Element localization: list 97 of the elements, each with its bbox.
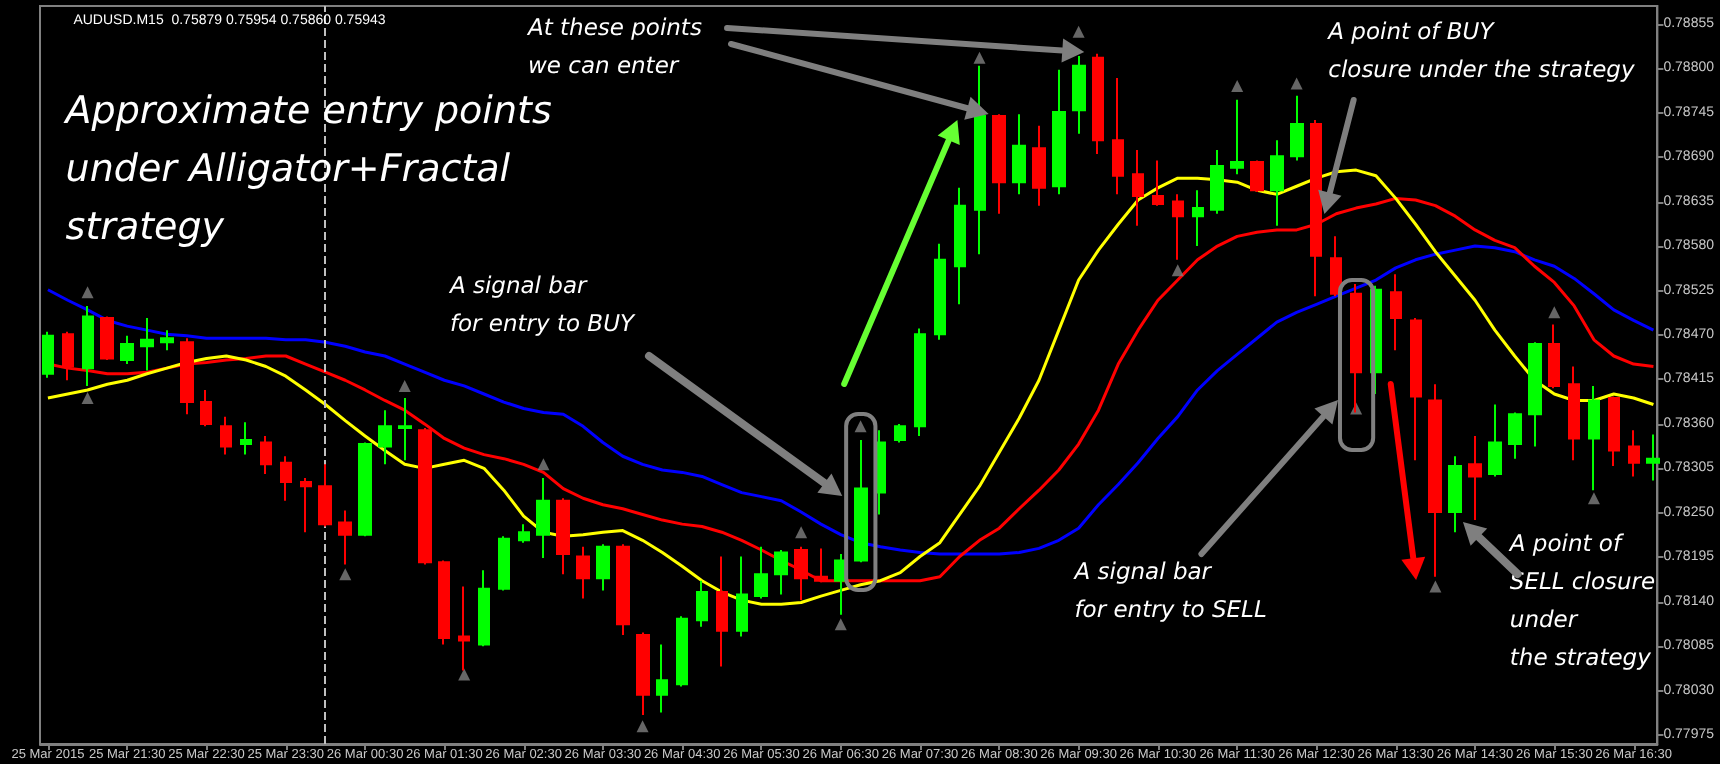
- candlestick: [1052, 68, 1066, 196]
- candlestick: [754, 545, 768, 600]
- candlestick: [1608, 395, 1620, 467]
- point: [1072, 25, 1085, 38]
- annotation: A signal bar for entry to SELL: [1072, 557, 1267, 623]
- candlestick: [100, 315, 114, 362]
- candlestick: [576, 545, 590, 600]
- candlestick: [220, 415, 232, 456]
- candlestick: [1330, 235, 1342, 298]
- candlestick: [1270, 139, 1284, 227]
- candlestick: [42, 330, 54, 379]
- candlestick: [240, 421, 252, 456]
- candlestick: [1172, 193, 1184, 261]
- candlestick: [1390, 273, 1402, 352]
- candlestick: [300, 477, 312, 534]
- candlestick: [1210, 148, 1224, 215]
- point: [458, 668, 471, 681]
- point: [973, 51, 986, 64]
- candlestick: [1072, 55, 1086, 135]
- point: [795, 526, 808, 539]
- annotation: At these points we can enter: [525, 13, 702, 79]
- candlestick: [536, 477, 550, 560]
- candlestick: [478, 569, 490, 648]
- candlestick: [1628, 429, 1640, 478]
- candlestick: [1488, 403, 1502, 478]
- candlestick: [1428, 383, 1442, 578]
- candlestick: [200, 388, 212, 428]
- candlestick: [954, 186, 966, 306]
- candlestick: [1152, 159, 1164, 207]
- point: [636, 720, 649, 733]
- candlestick: [418, 426, 432, 566]
- annotation: A point of BUY closure under the strategy: [1326, 17, 1635, 83]
- candlestick: [398, 397, 412, 462]
- candlestick: [1548, 323, 1560, 390]
- candlestick: [1410, 317, 1422, 462]
- point: [1429, 580, 1442, 593]
- point: [1587, 492, 1600, 505]
- candlestick: [358, 441, 372, 538]
- candlestick: [716, 555, 728, 668]
- point: [1231, 80, 1244, 93]
- candlestick: [140, 317, 154, 372]
- candlestick: [1250, 159, 1264, 193]
- candlestick: [616, 543, 630, 636]
- candlestick: [736, 555, 748, 638]
- candlestick: [1568, 365, 1580, 462]
- point: [1290, 77, 1303, 90]
- candlestick: [1112, 76, 1124, 196]
- point: [398, 379, 411, 392]
- candlestick: [260, 435, 272, 476]
- candlestick: [1032, 124, 1046, 207]
- candlestick: [1290, 94, 1304, 162]
- candlestick: [676, 615, 688, 688]
- candlestick: [1508, 411, 1522, 460]
- point: [834, 618, 847, 631]
- point: [1171, 264, 1184, 277]
- point: [81, 286, 94, 299]
- candlestick: [556, 497, 570, 576]
- candlestick: [82, 304, 94, 387]
- candlestick: [1468, 435, 1482, 522]
- candlestick: [1012, 113, 1026, 196]
- candlestick: [1448, 455, 1462, 534]
- candlestick: [378, 409, 392, 466]
- candlestick: [180, 337, 194, 416]
- candlestick: [438, 559, 450, 646]
- line-series: [46, 244, 1655, 556]
- text: Approximate entry points under Alligator+Fractal strategy: [61, 89, 564, 249]
- candlestick: [1230, 98, 1244, 176]
- annotation: A signal bar for entry to BUY: [447, 271, 636, 337]
- candlestick: [160, 329, 174, 352]
- candlestick: [894, 422, 906, 444]
- candlestick: [992, 113, 1006, 215]
- point: [537, 458, 550, 471]
- candlestick: [1132, 148, 1144, 227]
- candlestick: [1092, 52, 1104, 155]
- candlestick: [636, 631, 650, 716]
- candlestick: [656, 643, 668, 714]
- candlestick: [914, 327, 926, 438]
- candlestick: [1528, 341, 1542, 448]
- candlestick: [774, 549, 788, 596]
- candlestick: [318, 463, 332, 528]
- candlestick: [518, 523, 530, 544]
- point: [339, 568, 352, 581]
- candlestick: [280, 455, 292, 502]
- candlestick: [498, 535, 510, 592]
- candlestick: [974, 64, 986, 256]
- point: [81, 392, 94, 405]
- candlestick: [854, 439, 868, 564]
- candlestick: [596, 543, 610, 592]
- point: [854, 420, 867, 433]
- candlestick: [934, 242, 946, 341]
- candlestick: [696, 579, 708, 628]
- point: [1548, 306, 1561, 319]
- candlestick: [1192, 189, 1204, 248]
- candlestick: [62, 330, 74, 382]
- candlestick: [1588, 384, 1600, 492]
- candlestick: [120, 334, 134, 366]
- candlestick: [338, 509, 352, 566]
